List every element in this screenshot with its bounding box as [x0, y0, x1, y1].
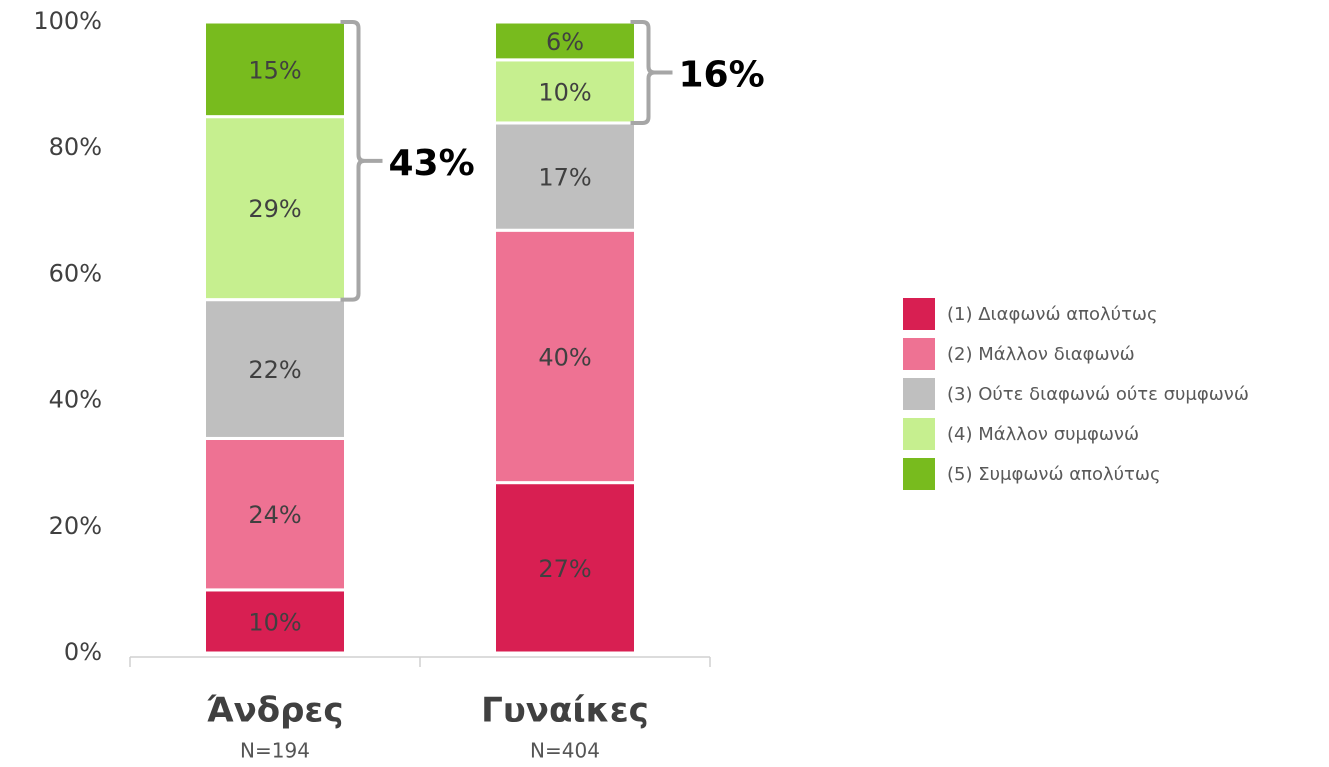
y-tick-label: 100%	[33, 7, 102, 35]
value-label: 6%	[546, 28, 584, 56]
y-tick-label: 0%	[64, 638, 102, 666]
legend-swatch	[903, 298, 935, 330]
category-note: N=194	[240, 739, 310, 763]
bracket	[340, 20, 383, 302]
bar-segment	[203, 115, 347, 302]
annotation: 16%	[679, 54, 765, 95]
value-label: 27%	[538, 555, 591, 583]
legend-label: (1) Διαφωνώ απολύτως	[947, 304, 1158, 325]
value-label: 22%	[248, 356, 301, 384]
bar-segment	[493, 481, 637, 655]
bar-segment	[493, 228, 637, 485]
category-label: Άνδρες	[206, 691, 343, 731]
category-note: N=404	[530, 739, 600, 763]
y-tick-label: 40%	[49, 386, 102, 414]
value-label: 15%	[248, 56, 301, 84]
y-tick-label: 20%	[49, 512, 102, 540]
bar-segment	[493, 20, 637, 62]
legend-swatch	[903, 418, 935, 450]
bar-segment	[203, 588, 347, 655]
value-label: 40%	[538, 343, 591, 371]
bar-segment	[493, 121, 637, 232]
annotation: 43%	[389, 143, 475, 184]
value-label: 10%	[248, 608, 301, 636]
y-tick-label: 80%	[49, 133, 102, 161]
legend-swatch	[903, 378, 935, 410]
value-label: 17%	[538, 164, 591, 192]
value-label: 10%	[538, 78, 591, 106]
value-label: 29%	[248, 195, 301, 223]
legend-swatch	[903, 338, 935, 370]
value-label: 24%	[248, 501, 301, 529]
category-label: Γυναίκες	[481, 691, 649, 731]
legend-label: (3) Ούτε διαφωνώ ούτε συμφωνώ	[947, 384, 1249, 405]
bar-segment	[203, 20, 347, 119]
legend-swatch	[903, 458, 935, 490]
y-tick-label: 60%	[49, 259, 102, 287]
legend-label: (5) Συμφωνώ απολύτως	[947, 464, 1161, 485]
legend-label: (2) Μάλλον διαφωνώ	[947, 344, 1135, 365]
bracket	[630, 20, 673, 125]
bar-segment	[203, 436, 347, 592]
legend-label: (4) Μάλλον συμφωνώ	[947, 424, 1139, 445]
